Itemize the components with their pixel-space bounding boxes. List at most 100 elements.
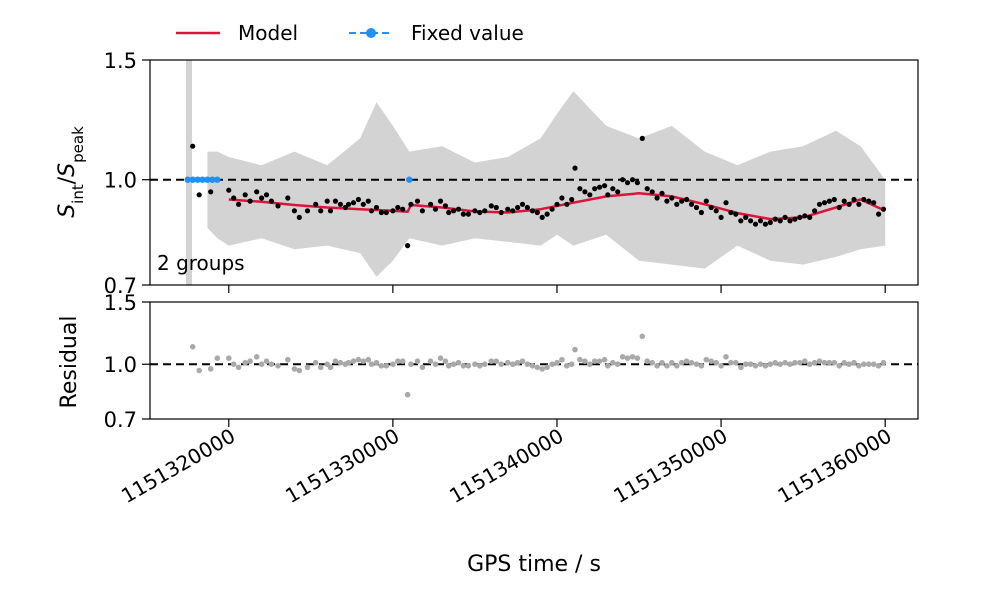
data-point	[539, 214, 545, 220]
data-point	[792, 216, 798, 222]
groups-annotation: 2 groups	[157, 251, 245, 275]
data-point	[196, 192, 202, 198]
residual-point	[577, 356, 583, 363]
data-point	[826, 198, 833, 204]
residual-point	[742, 361, 749, 368]
data-point	[620, 177, 626, 183]
residual-point	[698, 363, 705, 369]
data-point	[856, 201, 862, 207]
data-point	[247, 198, 253, 204]
data-point	[629, 177, 636, 183]
residual-point	[610, 359, 616, 366]
residual-point	[723, 354, 729, 360]
data-point	[577, 186, 583, 192]
residual-point	[488, 358, 495, 365]
residual-point	[851, 359, 857, 366]
fixed-value-point	[189, 176, 196, 183]
data-point	[718, 214, 724, 220]
residual-point	[383, 363, 390, 369]
data-point	[708, 204, 714, 211]
bottom-axes-frame	[149, 301, 919, 420]
residual-point	[445, 363, 452, 369]
data-point	[437, 198, 444, 204]
residual-point	[493, 358, 500, 365]
data-point	[231, 195, 237, 201]
residual-point	[477, 363, 483, 369]
residual-point	[708, 358, 714, 365]
residual-point	[509, 361, 516, 368]
residual-point	[797, 359, 803, 366]
data-point	[208, 189, 214, 195]
residual-point	[856, 363, 862, 369]
residual-point	[880, 359, 887, 366]
residual-point	[654, 363, 660, 369]
data-point	[782, 214, 788, 220]
residual-point	[713, 359, 719, 366]
y-tick-label: 0.7	[104, 408, 137, 432]
data-point	[510, 208, 516, 214]
data-point	[296, 214, 302, 220]
ylabel-s1: S	[55, 204, 80, 218]
residual-point	[591, 358, 598, 365]
residual-point	[703, 356, 710, 363]
data-point	[664, 198, 670, 204]
legend-fixed-swatch-marker	[366, 28, 376, 38]
residual-point	[337, 359, 344, 366]
residual-point	[360, 358, 367, 365]
data-point	[654, 195, 660, 201]
data-point	[688, 201, 695, 207]
data-point	[777, 218, 783, 224]
data-point	[342, 204, 348, 211]
data-point	[275, 203, 281, 209]
residual-point	[253, 354, 260, 360]
residual-point	[549, 361, 555, 368]
residual-point	[345, 359, 352, 366]
top-axes-frame	[149, 59, 919, 286]
data-point	[446, 209, 452, 216]
residual-point	[767, 361, 774, 368]
data-point	[569, 196, 575, 203]
residual-point	[263, 358, 270, 365]
bottom-y-axis-label: Residual	[57, 316, 82, 409]
fixed-value-point	[204, 176, 211, 183]
data-point	[728, 209, 734, 216]
residual-point	[619, 354, 626, 360]
residual-point	[460, 363, 467, 369]
data-point	[748, 218, 754, 224]
residual-point	[450, 361, 457, 368]
data-point	[544, 211, 550, 217]
residual-point	[534, 364, 541, 371]
ylabel-sub1: int	[69, 184, 87, 204]
residual-point	[777, 361, 783, 368]
residual-point	[230, 361, 237, 368]
residual-point	[821, 359, 828, 366]
data-point	[263, 192, 270, 198]
residual-point	[747, 361, 754, 368]
data-point	[505, 206, 511, 212]
residual-point	[207, 366, 214, 372]
data-point	[634, 180, 641, 186]
residual-point	[365, 356, 372, 363]
residual-point	[442, 358, 449, 365]
residual-point	[226, 355, 232, 362]
x-tick-label: 1151320000	[117, 424, 239, 508]
data-point	[472, 208, 478, 214]
residual-point	[811, 359, 818, 366]
residual-point	[504, 359, 511, 366]
fixed-value-point	[194, 176, 201, 183]
data-point	[355, 196, 361, 203]
residual-point	[291, 366, 298, 372]
data-point	[405, 243, 411, 249]
data-point	[669, 195, 675, 201]
residual-point	[836, 363, 842, 369]
residual-point	[733, 359, 739, 366]
residual-point	[669, 359, 675, 366]
data-point	[757, 218, 764, 224]
fixed-value-point	[406, 176, 413, 183]
data-point	[772, 216, 778, 222]
residual-point	[861, 361, 867, 368]
residual-point	[544, 364, 550, 371]
ylabel-slash: /	[55, 176, 80, 184]
data-point	[649, 189, 655, 195]
